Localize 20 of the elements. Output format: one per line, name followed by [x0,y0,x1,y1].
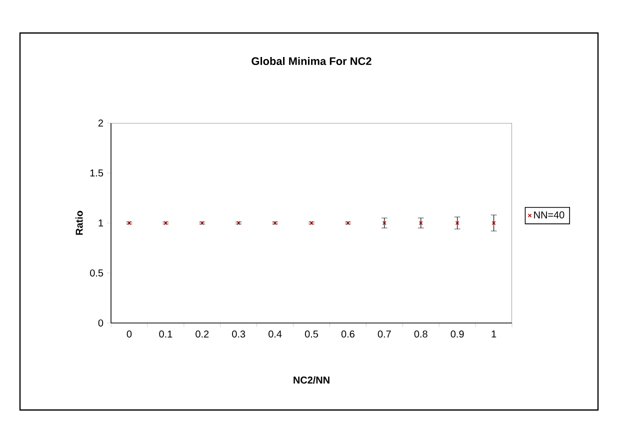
y-tick-label: 0 [98,319,104,327]
y-axis-title: Ratio [75,210,83,235]
chart-title: Global Minima For NC2 [252,56,372,66]
x-tick-label: 0.8 [414,330,428,338]
x-tick-label: 0.1 [159,330,172,338]
x-tick-label: 1 [492,330,496,338]
y-tick-label: 1 [98,220,104,226]
x-axis-title: NC2/NN [294,376,330,384]
x-tick-label: 0.9 [450,330,464,338]
x-tick-label: 0.6 [341,330,354,338]
legend-label: NN=40 [534,211,564,218]
x-tick-label: 0.3 [232,330,246,338]
x-tick-label: 0 [126,330,132,338]
x-tick-label: 0.2 [196,330,209,338]
y-tick-label: 0.5 [90,269,104,277]
x-tick-label: 0.7 [378,330,391,338]
y-tick-label: 1.5 [90,170,104,176]
x-tick-label: 0.5 [304,330,318,338]
x-tick-label: 0.4 [268,330,282,338]
y-tick-label: 2 [98,120,103,126]
